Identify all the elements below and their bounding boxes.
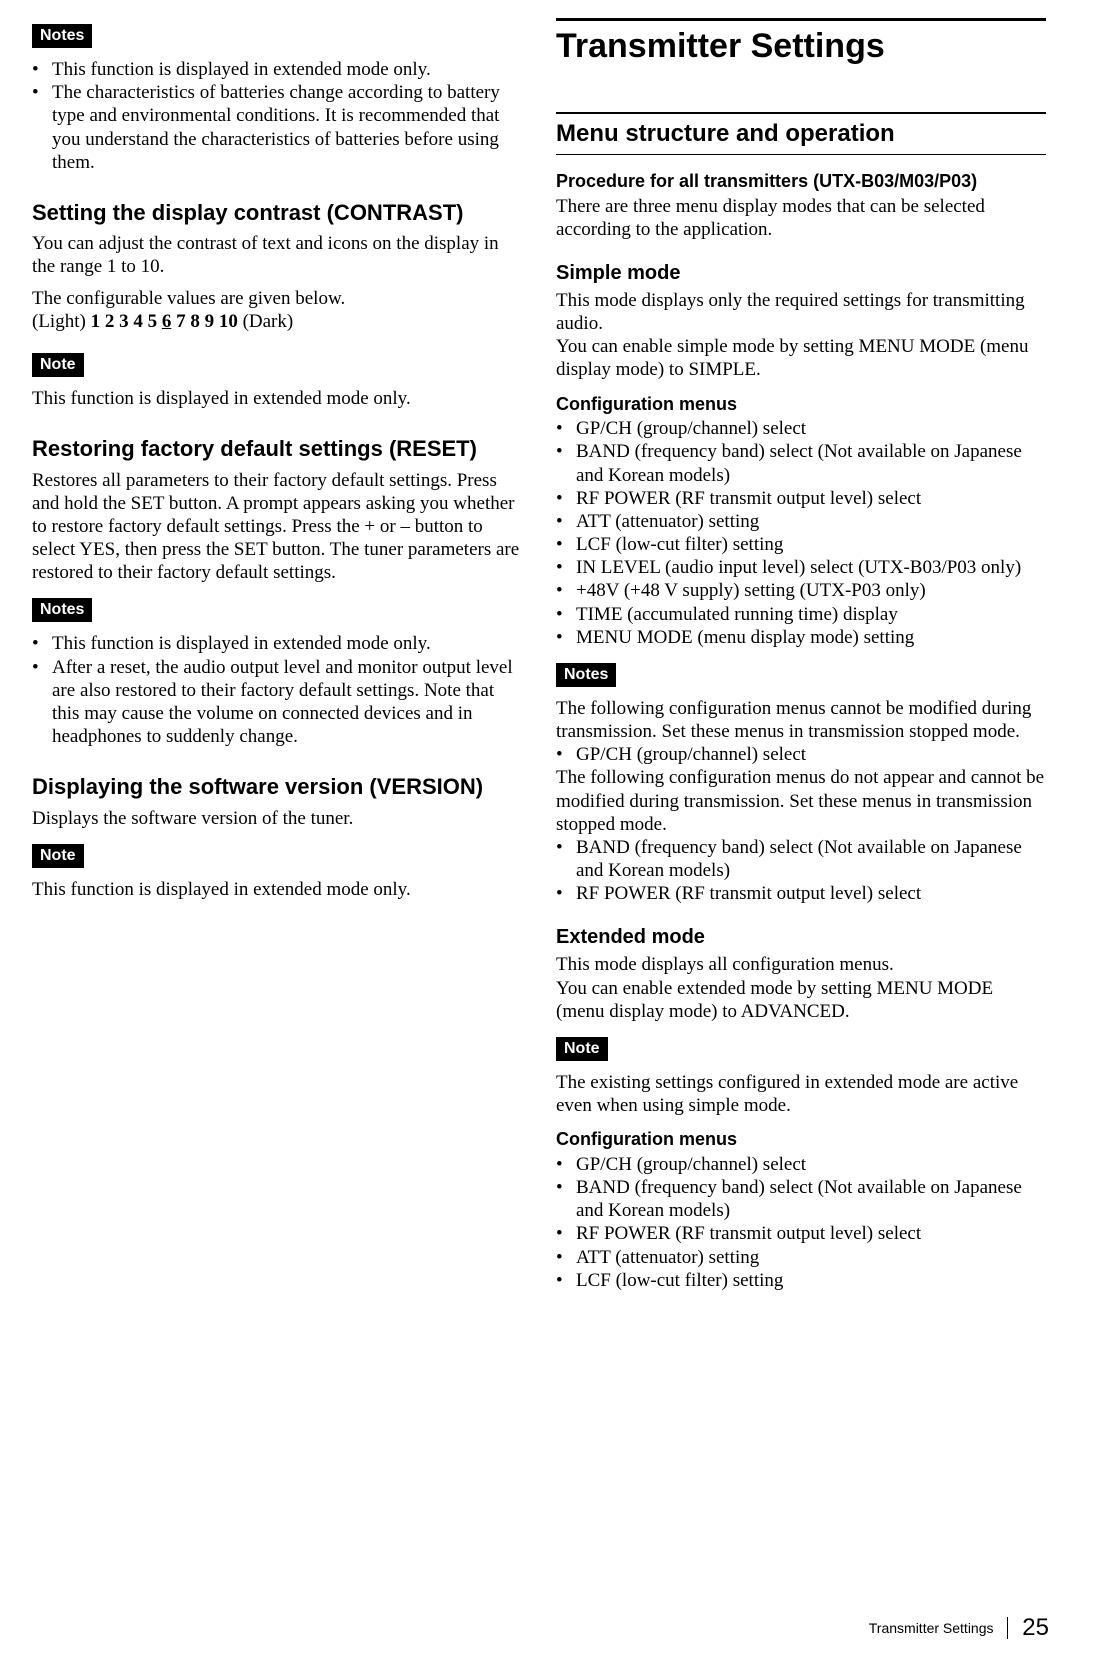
list-item: GP/CH (group/channel) select — [556, 417, 1046, 440]
list-item: GP/CH (group/channel) select — [556, 743, 1046, 766]
page-footer: Transmitter Settings 25 — [869, 1614, 1049, 1642]
list-item: ATT (attenuator) setting — [556, 510, 1046, 533]
notes-label: Notes — [32, 24, 92, 48]
contrast-values: 1 2 3 4 5 6 7 8 9 10 — [91, 311, 238, 332]
config-menu-list: GP/CH (group/channel) select BAND (frequ… — [556, 1153, 1046, 1292]
manual-page: Notes This function is displayed in exte… — [0, 0, 1097, 1664]
note-label: Note — [32, 844, 84, 868]
two-column-layout: Notes This function is displayed in exte… — [32, 18, 1049, 1300]
paragraph: This mode displays only the required set… — [556, 289, 1046, 335]
list-item: +48V (+48 V supply) setting (UTX-P03 onl… — [556, 579, 1046, 602]
list-item: RF POWER (RF transmit output level) sele… — [556, 1222, 1046, 1245]
list-item: BAND (frequency band) select (Not availa… — [556, 1176, 1046, 1222]
paragraph: This function is displayed in extended m… — [32, 387, 522, 410]
contrast-light-label: (Light) — [32, 311, 91, 332]
list-item: ATT (attenuator) setting — [556, 1246, 1046, 1269]
list-item: BAND (frequency band) select (Not availa… — [556, 836, 1046, 882]
list-item: LCF (low-cut filter) setting — [556, 533, 1046, 556]
section-title: Menu structure and operation — [556, 112, 1046, 155]
paragraph: You can enable simple mode by setting ME… — [556, 335, 1046, 381]
heading-procedure: Procedure for all transmitters (UTX-B03/… — [556, 171, 1046, 193]
paragraph: You can adjust the contrast of text and … — [32, 232, 522, 278]
list-item: The characteristics of batteries change … — [32, 81, 522, 174]
list-item: This function is displayed in extended m… — [32, 58, 522, 81]
notes-sublist: GP/CH (group/channel) select — [556, 743, 1046, 766]
list-item: RF POWER (RF transmit output level) sele… — [556, 882, 1046, 905]
list-item: IN LEVEL (audio input level) select (UTX… — [556, 556, 1046, 579]
heading-contrast: Setting the display contrast (CONTRAST) — [32, 200, 522, 226]
notes-list: This function is displayed in extended m… — [32, 58, 522, 174]
heading-reset: Restoring factory default settings (RESE… — [32, 436, 522, 462]
heading-extended-mode: Extended mode — [556, 925, 1046, 949]
list-item: RF POWER (RF transmit output level) sele… — [556, 487, 1046, 510]
list-item: After a reset, the audio output level an… — [32, 656, 522, 749]
contrast-dark-label: (Dark) — [238, 311, 293, 332]
list-item: MENU MODE (menu display mode) setting — [556, 626, 1046, 649]
paragraph: There are three menu display modes that … — [556, 195, 1046, 241]
paragraph: This function is displayed in extended m… — [32, 878, 522, 901]
paragraph: You can enable extended mode by setting … — [556, 977, 1046, 1023]
paragraph: The existing settings configured in exte… — [556, 1071, 1046, 1117]
contrast-values-line: (Light) 1 2 3 4 5 6 7 8 9 10 (Dark) — [32, 310, 522, 333]
notes-sublist: BAND (frequency band) select (Not availa… — [556, 836, 1046, 906]
footer-page-number: 25 — [1022, 1614, 1049, 1641]
heading-config-menus: Configuration menus — [556, 394, 1046, 416]
list-item: BAND (frequency band) select (Not availa… — [556, 440, 1046, 486]
heading-config-menus: Configuration menus — [556, 1129, 1046, 1151]
list-item: GP/CH (group/channel) select — [556, 1153, 1046, 1176]
notes-label: Notes — [556, 663, 616, 687]
paragraph: The configurable values are given below. — [32, 287, 522, 310]
config-menu-list: GP/CH (group/channel) select BAND (frequ… — [556, 417, 1046, 649]
list-item: LCF (low-cut filter) setting — [556, 1269, 1046, 1292]
paragraph: The following configuration menus cannot… — [556, 697, 1046, 743]
chapter-title: Transmitter Settings — [556, 18, 1046, 66]
paragraph: This mode displays all configuration men… — [556, 953, 1046, 976]
notes-label: Notes — [32, 598, 92, 622]
paragraph: The following configuration menus do not… — [556, 766, 1046, 836]
note-label: Note — [32, 353, 84, 377]
footer-chapter: Transmitter Settings — [869, 1620, 994, 1636]
paragraph: Restores all parameters to their factory… — [32, 469, 522, 585]
heading-simple-mode: Simple mode — [556, 261, 1046, 285]
notes-list: This function is displayed in extended m… — [32, 632, 522, 748]
right-column: Transmitter Settings Menu structure and … — [556, 18, 1046, 1300]
left-column: Notes This function is displayed in exte… — [32, 18, 522, 1300]
footer-separator — [1007, 1617, 1008, 1639]
heading-version: Displaying the software version (VERSION… — [32, 774, 522, 800]
note-label: Note — [556, 1037, 608, 1061]
list-item: This function is displayed in extended m… — [32, 632, 522, 655]
paragraph: Displays the software version of the tun… — [32, 807, 522, 830]
list-item: TIME (accumulated running time) display — [556, 603, 1046, 626]
